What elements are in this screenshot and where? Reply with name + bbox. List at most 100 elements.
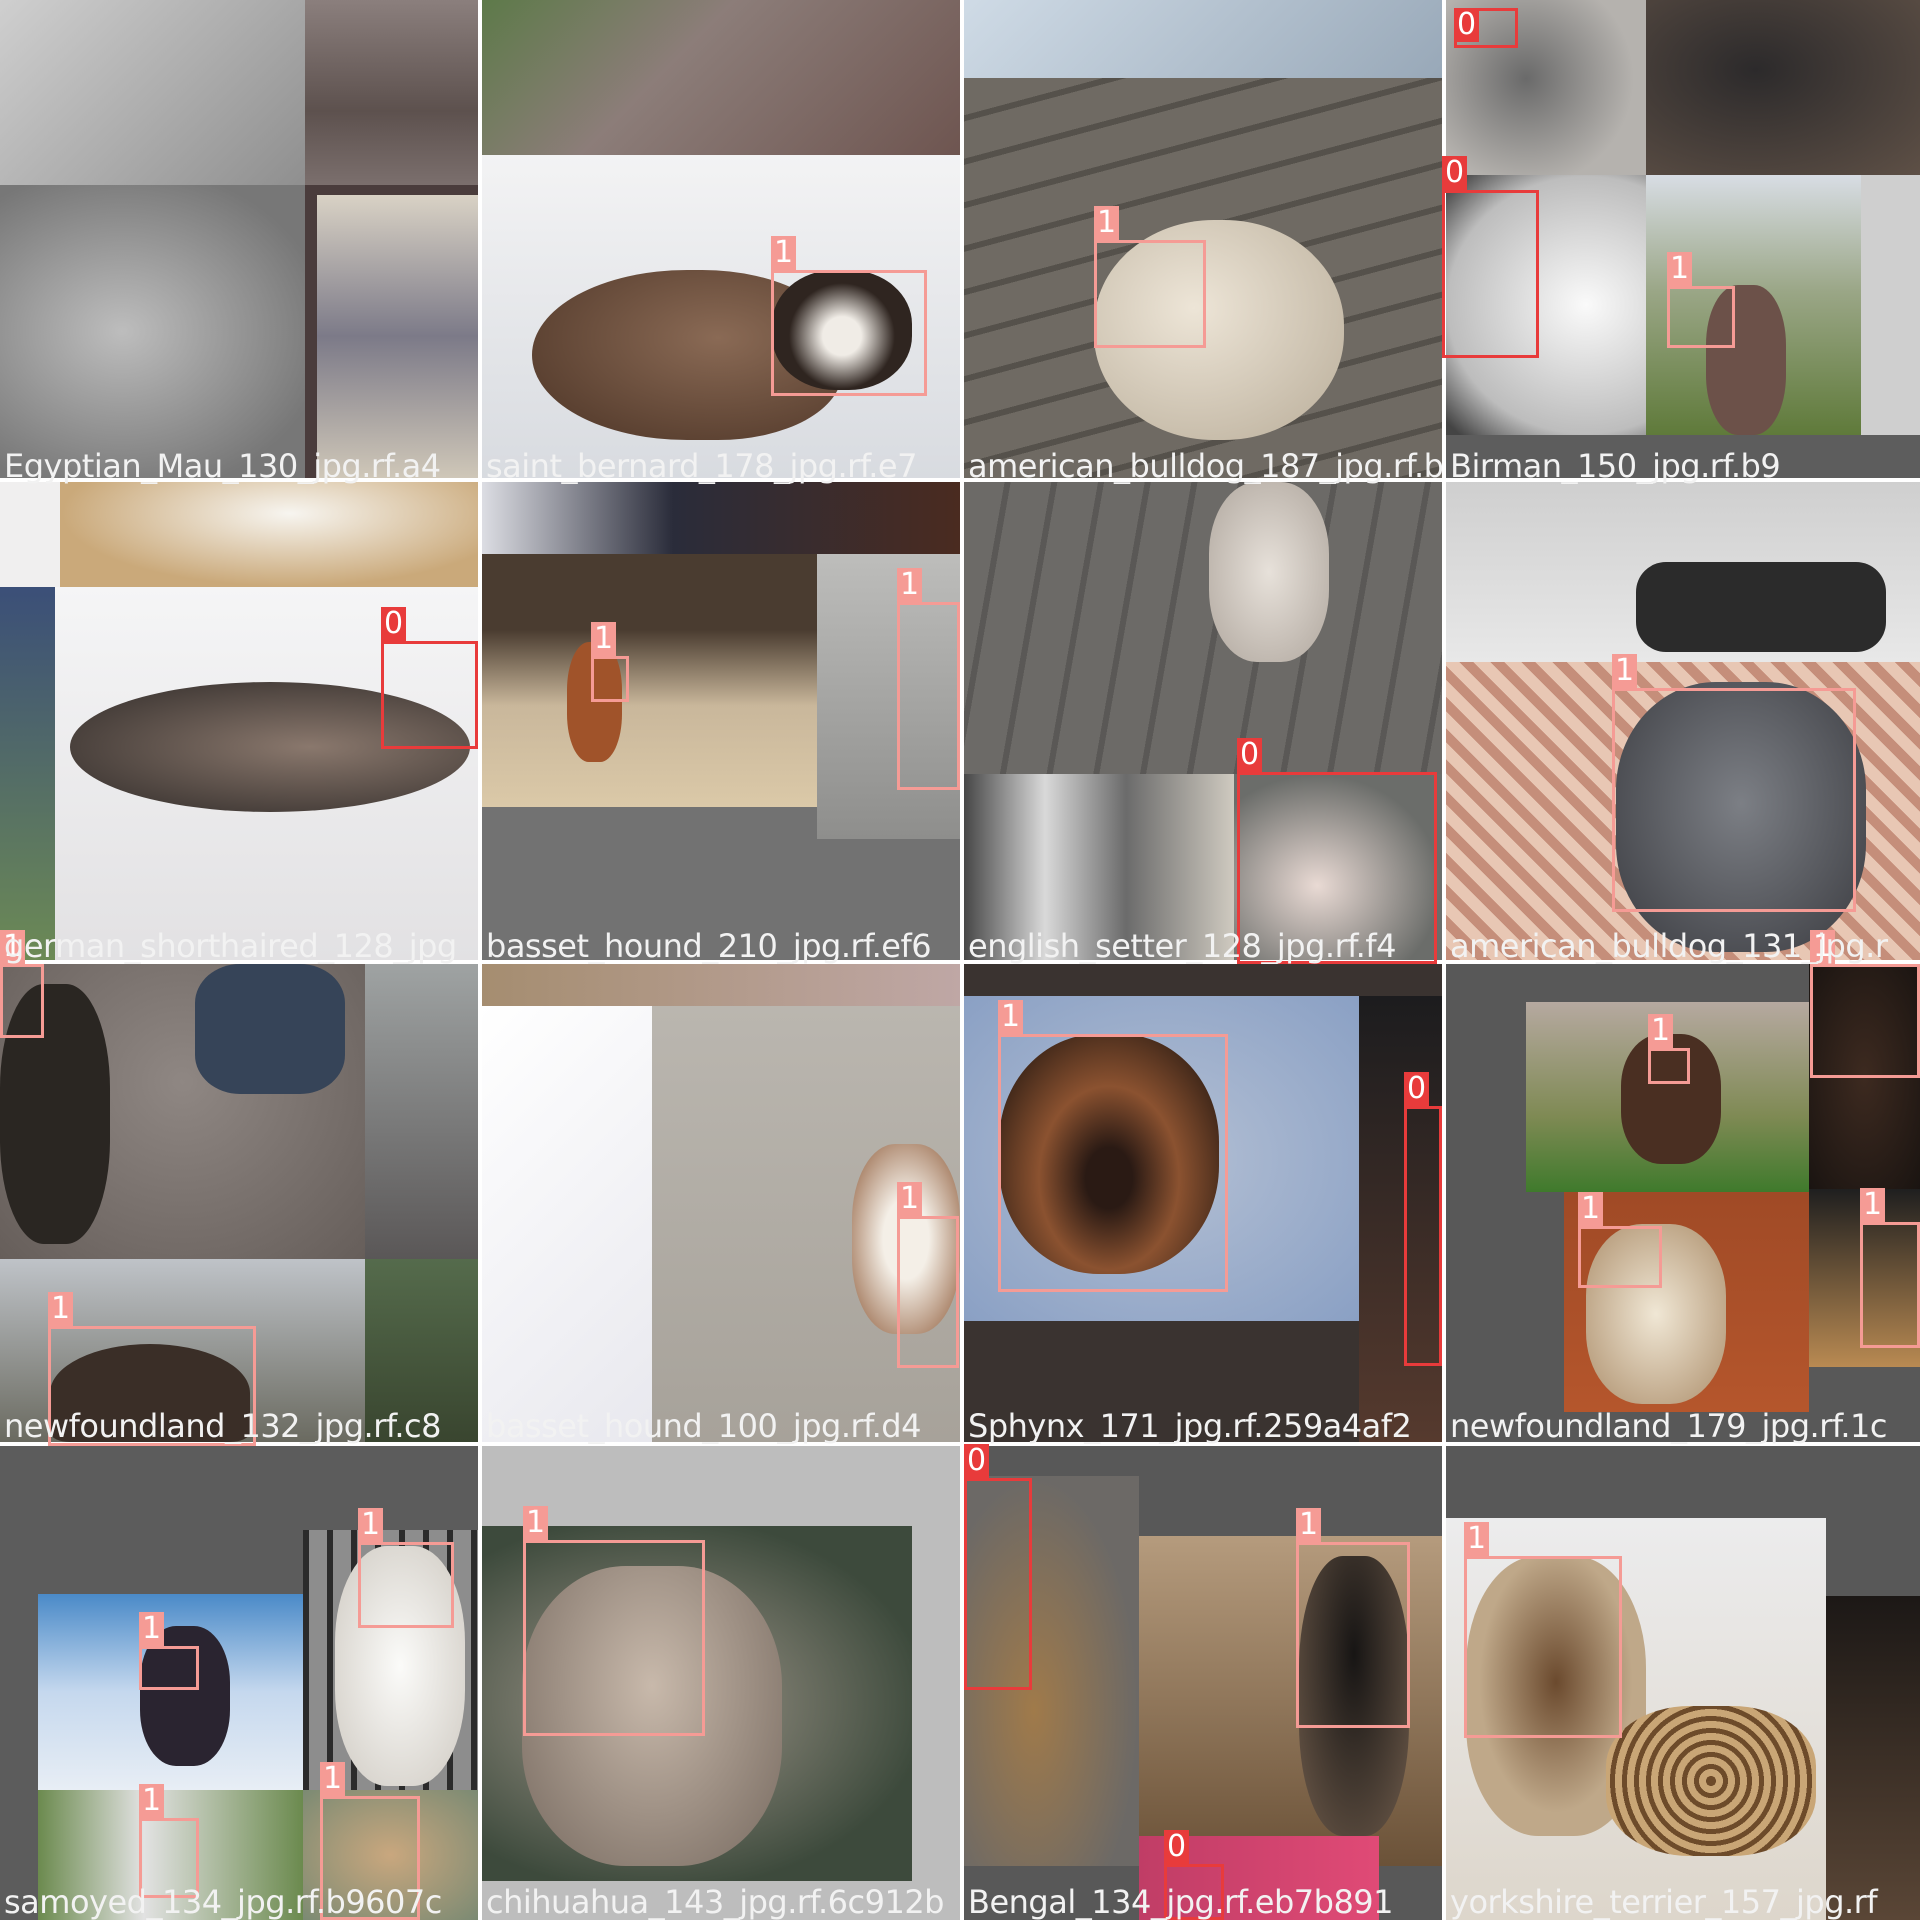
dog-head: [772, 270, 912, 390]
tile-caption: basset_hound_210_jpg.rf.ef6: [486, 928, 932, 964]
grid-divider: [0, 1442, 1920, 1446]
photo-tile-1: [0, 0, 478, 478]
dog-shape: [1209, 482, 1329, 662]
bounding-box-class-label: 1: [897, 1182, 923, 1216]
photo-region: [964, 482, 1442, 774]
tile-caption: newfoundland_179_jpg.rf.1c: [1450, 1408, 1887, 1444]
photo-region: [60, 482, 478, 587]
photo-tile-9: [0, 964, 478, 1442]
grid-divider: [0, 960, 1920, 964]
bounding-box-class-1: [358, 1542, 454, 1628]
photo-region: [303, 1790, 478, 1920]
dog-shape: [1616, 682, 1866, 952]
tile-caption: german_shorthaired_128_jpg: [4, 928, 457, 964]
tile-caption: Sphynx_171_jpg.rf.259a4af2: [968, 1408, 1412, 1444]
photo-region: [195, 964, 345, 1094]
photo-region: [1606, 1706, 1816, 1856]
bounding-box-class-label: 1: [771, 236, 797, 270]
bounding-box-class-label: 1: [320, 1762, 346, 1796]
photo-region: [0, 185, 305, 478]
bounding-box-class-1: [1612, 688, 1856, 912]
bounding-box-class-0: [1237, 772, 1437, 964]
photo-region: [1826, 1596, 1920, 1920]
photo-region: [964, 774, 1234, 960]
bounding-box-class-label: 1: [1648, 1014, 1674, 1048]
tile-caption: saint_bernard_178_jpg.rf.e7: [486, 448, 917, 484]
photo-region: [482, 964, 960, 1006]
tile-caption: Birman_150_jpg.rf.b9: [1450, 448, 1781, 484]
photo-tile-14: [482, 1446, 960, 1920]
photo-tile-11: [964, 964, 1442, 1442]
bounding-box-class-label: 0: [1454, 8, 1480, 42]
dog-shape: [522, 1566, 782, 1866]
bounding-box-class-label: 1: [523, 1506, 549, 1540]
photo-region: [1359, 996, 1442, 1442]
bounding-box-class-0: [1164, 1864, 1224, 1920]
photo-region: [1446, 175, 1646, 435]
bounding-box-class-1: [998, 1034, 1228, 1292]
bounding-box-class-label: 0: [381, 607, 407, 641]
bounding-box-class-1: [523, 1540, 705, 1736]
tile-caption: chihuahua_143_jpg.rf.6c912b: [486, 1884, 944, 1920]
photo-region: [482, 482, 960, 554]
bounding-box-class-1: [1667, 286, 1735, 348]
dog-shape: [335, 1546, 465, 1786]
bounding-box-class-label: 1: [1094, 206, 1120, 240]
bounding-box-class-1: [320, 1796, 420, 1920]
bounding-box-class-label: 1: [1296, 1508, 1322, 1542]
bounding-box-class-label: 1: [358, 1508, 384, 1542]
photo-region: [1636, 562, 1886, 652]
dog-shape: [50, 1344, 250, 1442]
bounding-box-class-label: 0: [1164, 1830, 1190, 1864]
bounding-box-class-1: [591, 656, 629, 702]
photo-region: [482, 0, 960, 155]
dog-shape: [1094, 220, 1344, 440]
photo-tile-6: [482, 482, 960, 960]
photo-region: [365, 1259, 478, 1442]
photo-region: [482, 1006, 652, 1442]
bounding-box-class-label: 1: [897, 568, 923, 602]
photo-region: [1861, 175, 1920, 435]
bounding-box-class-label: 1: [139, 1612, 165, 1646]
photo-region: [365, 964, 478, 1259]
bounding-box-class-label: 1: [1860, 1188, 1886, 1222]
photo-region: [305, 185, 478, 478]
bounding-box-class-1: [1860, 1222, 1920, 1348]
photo-region: [817, 554, 960, 839]
bounding-box-class-label: 1: [1578, 1192, 1604, 1226]
photo-tile-15: [964, 1446, 1442, 1920]
photo-region: [0, 587, 55, 960]
bounding-box-class-label: 1: [998, 1000, 1024, 1034]
tile-caption: american_bulldog_131_jpg.r: [1450, 928, 1888, 964]
bounding-box-class-1: [1648, 1048, 1690, 1084]
photo-tile-10: [482, 964, 960, 1442]
bounding-box-class-1: [1296, 1542, 1410, 1728]
bounding-box-class-label: 0: [1237, 738, 1263, 772]
bounding-box-class-label: 1: [1612, 654, 1638, 688]
photo-region: [0, 0, 305, 185]
photo-tile-13: [0, 1446, 478, 1920]
photo-tile-7: [964, 482, 1442, 960]
bounding-box-class-label: 1: [48, 1292, 74, 1326]
photo-region: [964, 1476, 1139, 1866]
bounding-box-class-1: [139, 1818, 199, 1898]
photo-region: [482, 554, 817, 807]
bounding-box-class-1: [897, 1216, 959, 1368]
tile-caption: american_bulldog_187_jpg.rf.b9: [968, 448, 1442, 484]
photo-region: [1646, 0, 1920, 175]
bounding-box-class-1: [1464, 1556, 1622, 1738]
bounding-box-class-0: [1404, 1106, 1442, 1366]
bounding-box-class-label: 1: [139, 1784, 165, 1818]
dog-shape: [852, 1144, 960, 1334]
photo-tile-2: [482, 0, 960, 478]
bounding-box-class-label: 1: [1464, 1522, 1490, 1556]
photo-region: [38, 1790, 303, 1920]
dog-shape: [1586, 1224, 1726, 1404]
tile-caption: samoyed_134_jpg.rf.b9607c: [4, 1884, 442, 1920]
photo-region: [1446, 0, 1646, 175]
photo-tile-16: [1446, 1446, 1920, 1920]
bounding-box-class-label: 0: [1442, 156, 1468, 190]
bounding-box-class-1: [139, 1646, 199, 1690]
dog-head: [999, 1034, 1219, 1274]
